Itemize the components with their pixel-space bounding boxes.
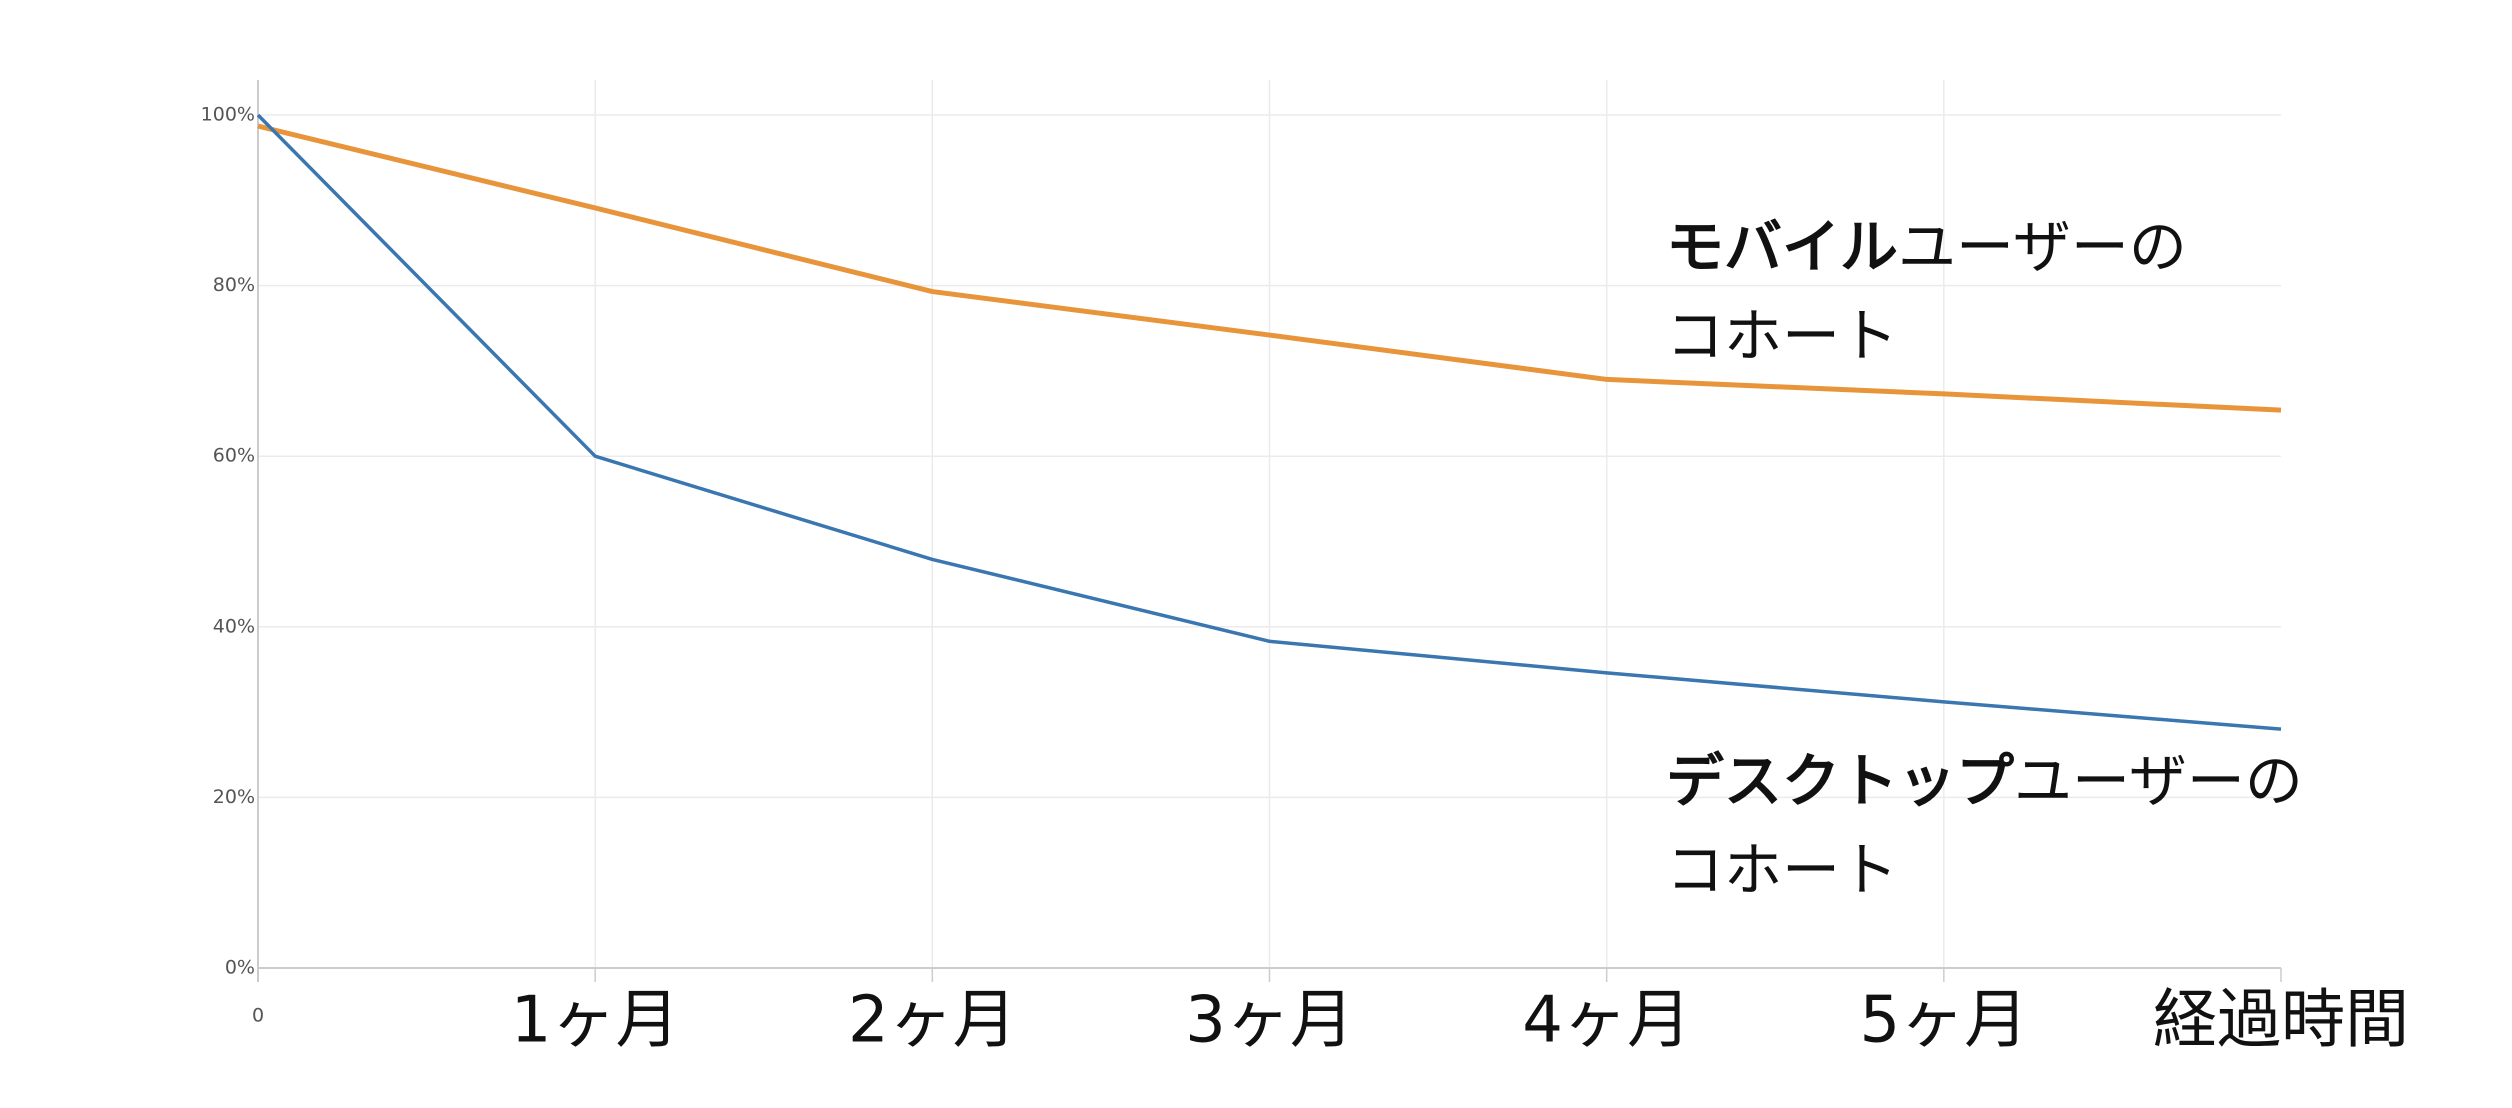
y-tick-label: 20%: [213, 786, 255, 808]
annotation-line2: コホート: [1666, 302, 1898, 370]
x-tick-label: 4ヶ月: [1522, 984, 1691, 1058]
annotation-bold: デスクトップ: [1666, 747, 2014, 815]
x-tick-label: 3ヶ月: [1185, 984, 1354, 1058]
annotation-line2: コホート: [1666, 836, 1898, 904]
annotation-text: ユーザーの: [2014, 747, 2303, 815]
y-tick-label: 0%: [225, 957, 255, 979]
line: [257, 123, 2282, 413]
y-tick-label: 60%: [213, 445, 255, 467]
x-tick-label: 2ヶ月: [848, 984, 1017, 1058]
x-tick-label: 0: [252, 1005, 264, 1027]
line: [256, 113, 2282, 731]
x-tick-label: 経過時間: [2153, 984, 2409, 1058]
annotation-text: ユーザーの: [1898, 213, 2187, 281]
y-tick-label: 80%: [213, 274, 255, 296]
y-tick-label: 40%: [213, 615, 255, 637]
x-tick-label: 1ヶ月: [511, 984, 680, 1058]
y-tick-label: 100%: [201, 104, 255, 126]
annotation: モバイルユーザーの: [1666, 213, 2187, 281]
annotation-bold: モバイル: [1666, 213, 1898, 281]
annotation: デスクトップユーザーの: [1666, 747, 2303, 815]
x-tick-label: 5ヶ月: [1859, 984, 2028, 1058]
